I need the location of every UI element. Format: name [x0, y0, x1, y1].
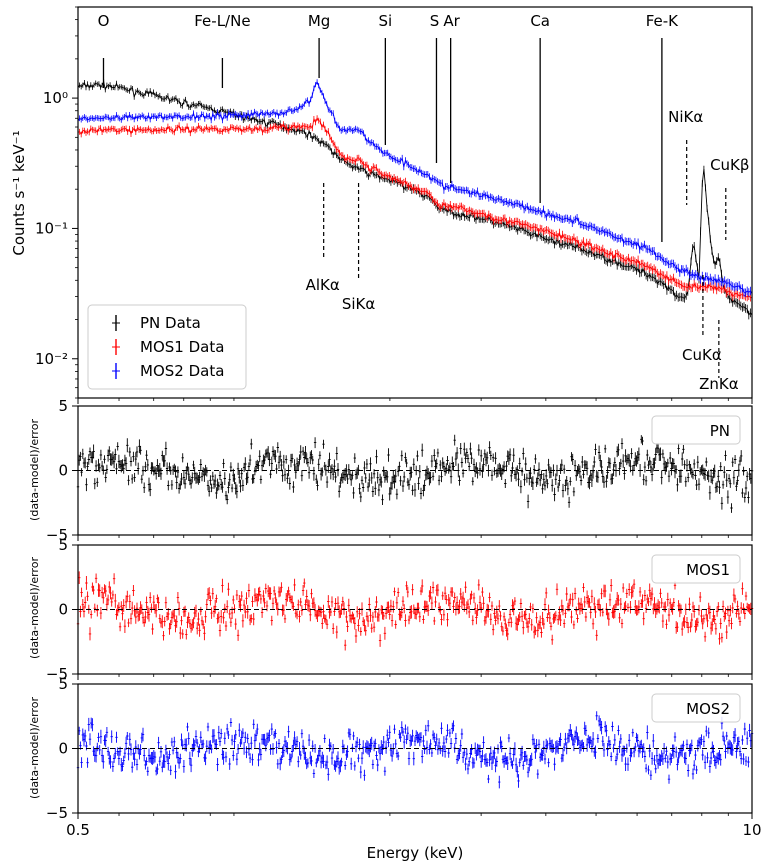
panel-label: MOS1: [686, 561, 730, 579]
legend-entry: PN Data: [140, 314, 201, 332]
series-mos2-data: [77, 79, 753, 298]
element-label: O: [98, 12, 110, 30]
residual-panel-pn: 5 0 −5 PN: [46, 397, 754, 544]
residual-y-axis-label-mos1: (data-model)/error: [28, 557, 41, 659]
element-label: Fe-L/Ne: [194, 12, 250, 30]
residual-panel-mos2: 5 0 −5 MOS2: [46, 675, 754, 822]
y-tick-label: 10⁰: [43, 89, 68, 107]
spectrum-series-layer: [77, 79, 753, 320]
y-tick-label: 5: [58, 675, 68, 693]
x-axis-label: Energy (keV): [367, 844, 464, 862]
series-points: [77, 80, 753, 295]
instrumental-line-label: CuKα: [682, 346, 722, 364]
element-label: S: [430, 12, 440, 30]
element-label: Ca: [530, 12, 550, 30]
y-tick-label: 10⁻¹: [35, 219, 68, 237]
y-tick-label: −5: [46, 526, 68, 544]
instrumental-line-label: ZnKα: [699, 375, 739, 393]
x-tick-label: 10: [742, 821, 761, 839]
residual-points: [76, 434, 754, 513]
y-tick-label: 0: [58, 601, 68, 619]
residual-points: [76, 711, 754, 789]
residual-y-axis-label-pn: (data-model)/error: [28, 419, 41, 521]
y-tick-label: 5: [58, 536, 68, 554]
instrumental-line-label: NiKα: [668, 108, 703, 126]
residual-y-axis-label-mos2: (data-model)/error: [28, 697, 41, 799]
element-label: Fe-K: [646, 12, 679, 30]
series-points: [77, 117, 753, 299]
y-tick-label: 5: [58, 397, 68, 415]
panel-label: PN: [710, 422, 730, 440]
instrumental-line-label: SiKα: [342, 295, 376, 313]
y-tick-label: 0: [58, 462, 68, 480]
legend-entry: MOS2 Data: [140, 362, 224, 380]
y-tick-label: 10⁻²: [35, 350, 68, 368]
legend-box: [87, 304, 247, 390]
element-label: Si: [379, 12, 393, 30]
panel-label-box: [651, 693, 741, 723]
spectrum-axes: 10⁰ 10⁻¹ 10⁻²: [35, 6, 753, 399]
instrumental-line-label: AlKα: [306, 276, 340, 294]
x-tick-label: 0.5: [66, 821, 90, 839]
legend-entry: MOS1 Data: [140, 338, 224, 356]
element-label: Mg: [308, 12, 330, 30]
y-tick-label: −5: [46, 804, 68, 822]
y-tick-label: 0: [58, 740, 68, 758]
element-label: Ar: [443, 12, 460, 30]
y-tick-label: −5: [46, 665, 68, 683]
residual-panel-mos1: 5 0 −5 MOS1: [46, 536, 754, 683]
spectrum-y-axis-label: Counts s⁻¹ keV⁻¹: [10, 130, 28, 255]
spectrum-axes-frame: [77, 6, 753, 399]
panel-label: MOS2: [686, 700, 730, 718]
x-axis-ticks: 0.5 10: [66, 398, 762, 839]
panel-label-box: [651, 415, 741, 445]
panel-label-box: [651, 554, 741, 584]
legend: PN Data MOS1 Data MOS2 Data: [87, 304, 247, 390]
instrumental-line-label: CuKβ: [710, 156, 749, 174]
residual-points: [76, 571, 754, 651]
